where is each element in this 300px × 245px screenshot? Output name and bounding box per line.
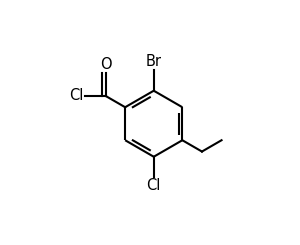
Text: Br: Br (146, 54, 162, 69)
Text: Cl: Cl (69, 88, 83, 103)
Text: O: O (100, 57, 111, 72)
Text: Cl: Cl (147, 178, 161, 194)
